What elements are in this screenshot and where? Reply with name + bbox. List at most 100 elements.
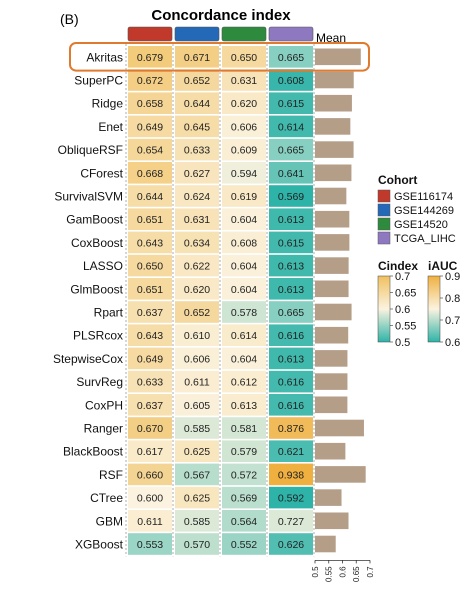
heat-cell-21-2 [222, 533, 266, 555]
cell-value-14-2: 0.612 [231, 377, 257, 389]
heat-cell-3-0 [128, 115, 172, 138]
row-label-14: SurvReg [76, 375, 123, 389]
heat-cell-11-1 [175, 301, 219, 323]
heat-cell-10-0 [128, 278, 172, 300]
cell-value-17-0: 0.617 [137, 446, 163, 458]
cell-value-4-1: 0.633 [184, 145, 210, 157]
cell-value-18-0: 0.660 [137, 469, 163, 481]
chart-title: Concordance index [151, 7, 291, 24]
heat-cell-3-3 [269, 115, 313, 138]
mean-bar-1 [315, 71, 354, 89]
cell-value-16-0: 0.670 [137, 423, 163, 435]
cell-value-8-3: 0.615 [278, 237, 304, 249]
cell-value-16-3: 0.876 [278, 423, 304, 435]
heat-cell-21-0 [128, 533, 172, 555]
heat-cell-21-3 [269, 533, 313, 555]
heat-cell-6-3 [269, 185, 313, 207]
heat-cell-15-2 [222, 394, 266, 416]
heat-cell-10-1 [175, 278, 219, 300]
mean-bar-3 [315, 118, 351, 135]
heat-cell-13-2 [222, 347, 266, 370]
cell-value-12-3: 0.616 [278, 330, 304, 342]
row-label-10: GlmBoost [70, 282, 123, 296]
heat-cell-0-0 [128, 46, 172, 68]
cell-value-19-3: 0.592 [278, 493, 304, 505]
heat-cell-14-0 [128, 370, 172, 393]
legend-cohort-label-0: GSE116174 [394, 191, 453, 203]
cell-value-9-0: 0.650 [137, 261, 163, 273]
heat-cell-7-3 [269, 208, 313, 230]
mean-bar-21 [315, 535, 336, 553]
legend-cindex-tick-label-3: 0.55 [395, 321, 416, 333]
row-label-17: BlackBoost [63, 445, 124, 459]
legend-cindex-title: Cindex [378, 259, 418, 273]
cell-value-18-2: 0.572 [231, 469, 257, 481]
legend-cindex-tick-label-4: 0.5 [395, 337, 410, 349]
row-label-18: RSF [99, 468, 123, 482]
heat-cell-16-1 [175, 417, 219, 439]
legend-cindex-tick-label-2: 0.6 [395, 304, 410, 316]
heat-cell-4-0 [128, 138, 172, 161]
cell-value-7-0: 0.651 [137, 214, 163, 226]
legend-swatch-1 [377, 203, 391, 217]
cell-value-6-2: 0.619 [231, 191, 257, 203]
heat-cell-8-1 [175, 231, 219, 254]
cell-value-3-3: 0.614 [278, 121, 304, 133]
heat-cell-8-0 [128, 231, 172, 254]
row-label-6: SurvivalSVM [54, 190, 123, 204]
heat-cell-18-1 [175, 463, 219, 486]
heat-cell-2-1 [175, 92, 219, 114]
cell-value-10-3: 0.613 [278, 284, 304, 296]
cell-value-2-2: 0.620 [231, 98, 257, 110]
mean-axis: 0.5 0.55 0.6 0.65 0.7 [311, 560, 375, 582]
cell-value-19-2: 0.569 [231, 493, 257, 505]
cell-value-0-2: 0.650 [231, 52, 257, 64]
cell-value-15-3: 0.616 [278, 400, 304, 412]
heat-cell-9-1 [175, 254, 219, 277]
heat-cell-0-3 [269, 46, 313, 68]
heat-cell-7-0 [128, 208, 172, 230]
heat-cell-5-2 [222, 162, 266, 184]
heat-cell-8-2 [222, 231, 266, 254]
row-label-0: Akritas [86, 50, 123, 64]
cell-value-14-0: 0.633 [137, 377, 163, 389]
cell-value-11-3: 0.665 [278, 307, 304, 319]
legend-iauc-tick-label-0: 0.9 [445, 271, 460, 283]
cell-value-18-1: 0.567 [184, 469, 210, 481]
heat-cell-5-1 [175, 162, 219, 184]
cell-value-13-2: 0.604 [231, 353, 257, 365]
heat-cell-15-1 [175, 394, 219, 416]
cell-value-5-1: 0.627 [184, 168, 210, 180]
mean-bar-7 [315, 210, 350, 228]
heat-cell-2-0 [128, 92, 172, 114]
mean-bar-10 [315, 280, 349, 298]
cell-value-17-1: 0.625 [184, 446, 210, 458]
cell-value-7-1: 0.631 [184, 214, 210, 226]
cell-value-13-3: 0.613 [278, 353, 304, 365]
cell-value-8-1: 0.634 [184, 237, 210, 249]
cell-value-5-2: 0.594 [231, 168, 257, 180]
heat-cell-14-2 [222, 370, 266, 393]
cell-value-4-3: 0.665 [278, 145, 304, 157]
heat-cell-13-1 [175, 347, 219, 370]
cell-value-10-0: 0.651 [137, 284, 163, 296]
heat-cell-16-0 [128, 417, 172, 439]
heat-cell-6-1 [175, 185, 219, 207]
mean-bar-20 [315, 512, 349, 530]
mean-axis-tick-label-4: 0.7 [366, 566, 375, 578]
mean-bar-8 [315, 234, 350, 251]
heat-cell-19-2 [222, 486, 266, 509]
cell-value-2-1: 0.644 [184, 98, 210, 110]
heat-cell-13-3 [269, 347, 313, 370]
cell-value-15-0: 0.637 [137, 400, 163, 412]
cell-value-19-1: 0.625 [184, 493, 210, 505]
cell-value-7-3: 0.613 [278, 214, 304, 226]
legend-cindex-tick-label-0: 0.7 [395, 271, 410, 283]
legend-cohort: Cohort GSE116174 GSE144269 GSE14520 TCGA_LIH… [377, 173, 456, 245]
row-label-2: Ridge [92, 97, 124, 111]
heat-cell-21-1 [175, 533, 219, 555]
cohort-bar-2 [221, 26, 267, 42]
cell-value-2-3: 0.615 [278, 98, 304, 110]
legend-iauc-tick-label-1: 0.8 [445, 293, 460, 305]
